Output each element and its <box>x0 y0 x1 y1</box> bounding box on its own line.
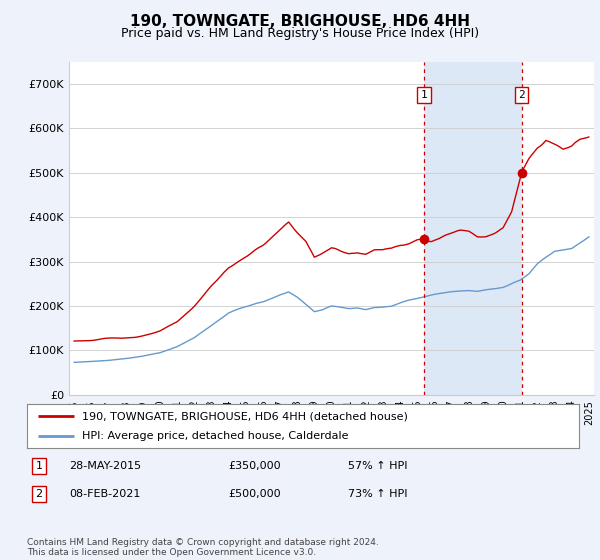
Text: Contains HM Land Registry data © Crown copyright and database right 2024.
This d: Contains HM Land Registry data © Crown c… <box>27 538 379 557</box>
Text: HPI: Average price, detached house, Calderdale: HPI: Average price, detached house, Cald… <box>82 431 349 441</box>
Text: 190, TOWNGATE, BRIGHOUSE, HD6 4HH (detached house): 190, TOWNGATE, BRIGHOUSE, HD6 4HH (detac… <box>82 411 408 421</box>
Text: 2: 2 <box>518 90 525 100</box>
Bar <box>424 62 522 395</box>
Text: Price paid vs. HM Land Registry's House Price Index (HPI): Price paid vs. HM Land Registry's House … <box>121 27 479 40</box>
Text: 1: 1 <box>421 90 427 100</box>
Text: 2: 2 <box>35 489 43 499</box>
Text: 1: 1 <box>35 461 43 471</box>
Text: 190, TOWNGATE, BRIGHOUSE, HD6 4HH: 190, TOWNGATE, BRIGHOUSE, HD6 4HH <box>130 14 470 29</box>
Text: 57% ↑ HPI: 57% ↑ HPI <box>348 461 407 471</box>
Text: £500,000: £500,000 <box>228 489 281 499</box>
Text: 28-MAY-2015: 28-MAY-2015 <box>69 461 141 471</box>
Text: 08-FEB-2021: 08-FEB-2021 <box>69 489 140 499</box>
Text: £350,000: £350,000 <box>228 461 281 471</box>
Text: 73% ↑ HPI: 73% ↑ HPI <box>348 489 407 499</box>
